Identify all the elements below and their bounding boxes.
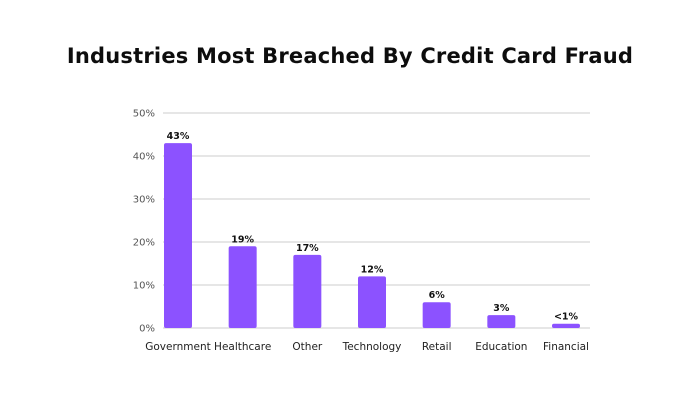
- bar-other: [293, 254, 322, 328]
- data-label: 12%: [361, 264, 384, 275]
- bar-retail: [422, 302, 451, 328]
- y-tick-label: 10%: [133, 281, 155, 292]
- x-tick-label: Government: [145, 341, 210, 353]
- bar-education: [487, 315, 516, 328]
- x-tick-label: Education: [475, 341, 527, 353]
- x-tick-label: Financial: [543, 341, 589, 353]
- bars: [164, 143, 580, 328]
- y-tick-label: 40%: [133, 152, 155, 163]
- data-label: <1%: [554, 312, 579, 323]
- bar-healthcare: [228, 246, 257, 328]
- y-axis-ticks: 0% 10% 20% 30% 40% 50%: [133, 109, 155, 335]
- data-label: 43%: [167, 131, 190, 142]
- y-tick-label: 30%: [133, 195, 155, 206]
- data-label: 17%: [296, 243, 319, 254]
- x-tick-label: Technology: [342, 341, 402, 353]
- x-tick-label: Other: [292, 341, 322, 353]
- bar-government: [164, 143, 192, 328]
- data-label: 3%: [493, 303, 510, 314]
- data-label: 6%: [429, 290, 446, 301]
- x-axis-ticks: Government Healthcare Other Technology Retai…: [145, 341, 589, 353]
- y-tick-label: 50%: [133, 109, 155, 120]
- chart-title: Industries Most Breached By Credit Card …: [66, 44, 634, 68]
- y-tick-label: 20%: [133, 238, 155, 249]
- bar-financial: [552, 323, 580, 328]
- bar-technology: [358, 276, 386, 328]
- x-tick-label: Retail: [422, 341, 452, 353]
- y-tick-label: 0%: [139, 324, 155, 335]
- data-labels: 43% 19% 17% 12% 6% 3% <1%: [167, 131, 579, 323]
- x-tick-label: Healthcare: [214, 341, 271, 353]
- data-label: 19%: [231, 234, 254, 245]
